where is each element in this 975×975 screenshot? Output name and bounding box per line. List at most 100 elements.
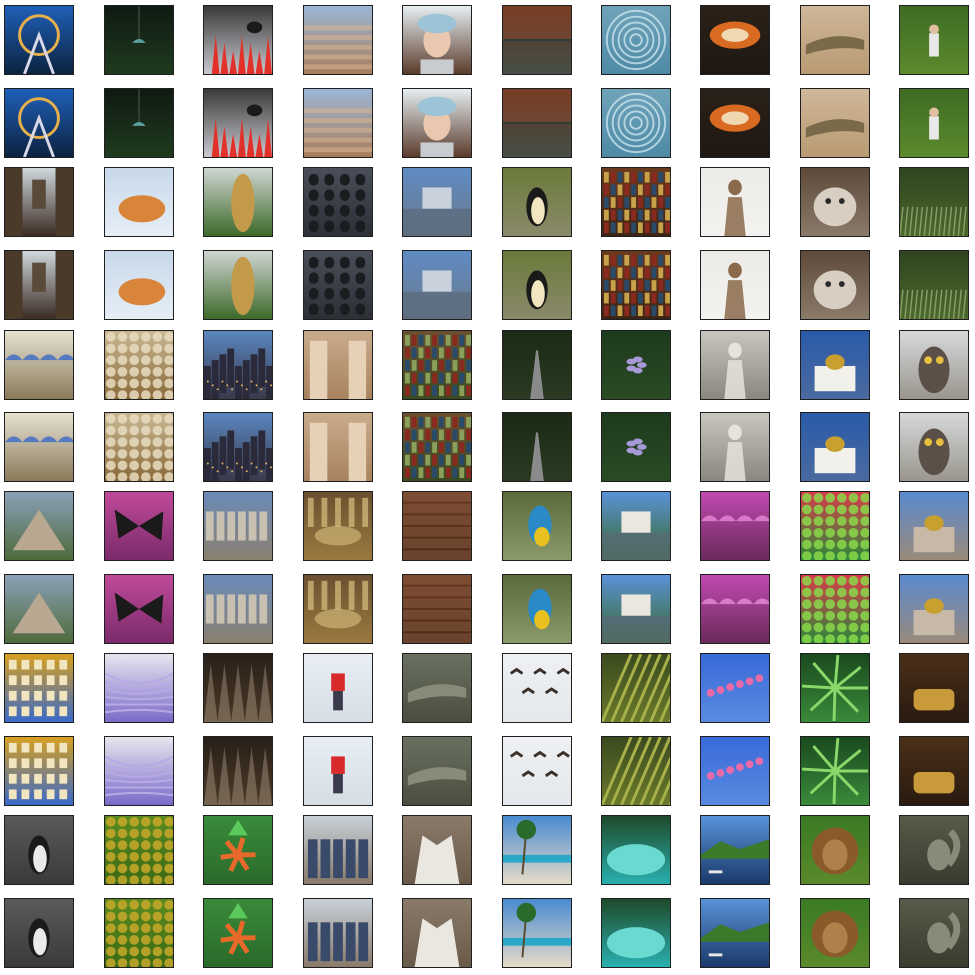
thumbnail-image xyxy=(5,654,73,722)
image-tile-wooden-door-lock-original xyxy=(402,491,472,561)
image-tile-wooden-door-lock-reconstruction xyxy=(402,574,472,644)
thumbnail-image xyxy=(503,492,571,560)
thumbnail-image xyxy=(105,575,173,643)
thumbnail-image xyxy=(503,816,571,884)
image-tile-woman-blue-beanie-reconstruction xyxy=(402,88,472,158)
image-tile-colosseum-interior-reconstruction xyxy=(303,88,373,158)
thumbnail-image xyxy=(5,899,73,967)
image-tile-cathedral-white-original xyxy=(800,330,870,400)
thumbnail-image xyxy=(701,899,769,967)
image-tile-purple-light-tunnel-original xyxy=(104,653,174,723)
image-tile-red-bird-red-flowers-reconstruction xyxy=(203,88,273,158)
thumbnail-image xyxy=(801,899,869,967)
image-tile-crop-field-rows-original xyxy=(601,653,671,723)
thumbnail-image xyxy=(503,6,571,74)
thumbnail-image xyxy=(801,6,869,74)
thumbnail-image xyxy=(403,251,471,319)
image-tile-colorful-building-balconies-reconstruction xyxy=(4,736,74,806)
thumbnail-image xyxy=(701,331,769,399)
image-tile-marble-statues-original xyxy=(700,330,770,400)
thumbnail-image xyxy=(701,575,769,643)
thumbnail-image xyxy=(5,575,73,643)
image-tile-bookshelf-original xyxy=(601,167,671,237)
thumbnail-image xyxy=(503,168,571,236)
thumbnail-image xyxy=(304,654,372,722)
thumbnail-image xyxy=(801,413,869,481)
thumbnail-image xyxy=(5,89,73,157)
image-tile-grumpy-cat-original xyxy=(800,167,870,237)
image-tile-ferris-wheel-night-original xyxy=(4,5,74,75)
thumbnail-image xyxy=(5,251,73,319)
thumbnail-image xyxy=(403,89,471,157)
thumbnail-image xyxy=(403,6,471,74)
image-tile-white-wolf-reconstruction xyxy=(402,898,472,968)
thumbnail-image xyxy=(602,737,670,805)
image-tile-dark-foliage-original xyxy=(203,653,273,723)
thumbnail-image xyxy=(900,492,968,560)
thumbnail-image xyxy=(304,168,372,236)
thumbnail-image xyxy=(5,413,73,481)
image-tile-palm-leaf-reconstruction xyxy=(800,736,870,806)
thumbnail-image xyxy=(602,654,670,722)
thumbnail-image xyxy=(503,654,571,722)
image-tile-neuschwanstein-castle-reconstruction xyxy=(601,574,671,644)
image-tile-red-bird-red-flowers-original xyxy=(203,5,273,75)
image-tile-marble-statues-reconstruction xyxy=(700,412,770,482)
image-tile-crop-field-rows-reconstruction xyxy=(601,736,671,806)
image-tile-autumn-lake-reflection-original xyxy=(502,5,572,75)
thumbnail-image xyxy=(900,89,968,157)
image-tile-succulent-rosette-reconstruction xyxy=(601,88,671,158)
image-tile-cowboys-group-original xyxy=(303,815,373,885)
thumbnail-image xyxy=(503,331,571,399)
thumbnail-image xyxy=(304,331,372,399)
thumbnail-image xyxy=(403,737,471,805)
image-tile-dark-foliage-reconstruction xyxy=(203,736,273,806)
image-tile-iguana-grass-reconstruction xyxy=(899,250,969,320)
image-tile-statue-saint-reconstruction xyxy=(700,250,770,320)
thumbnail-image xyxy=(105,654,173,722)
thumbnail-image xyxy=(801,331,869,399)
image-tile-owl-perched-reconstruction xyxy=(899,412,969,482)
thumbnail-image xyxy=(105,899,173,967)
thumbnail-image xyxy=(801,89,869,157)
thumbnail-image xyxy=(5,816,73,884)
thumbnail-image xyxy=(602,251,670,319)
thumbnail-image xyxy=(204,492,272,560)
thumbnail-image xyxy=(204,899,272,967)
thumbnail-image xyxy=(105,331,173,399)
thumbnail-image xyxy=(204,251,272,319)
image-tile-geese-flying-reconstruction xyxy=(502,736,572,806)
thumbnail-image xyxy=(801,654,869,722)
image-tile-palm-leaf-original xyxy=(800,653,870,723)
thumbnail-image xyxy=(304,89,372,157)
image-tile-colosseum-arches-original xyxy=(303,167,373,237)
image-tile-island-boats-reconstruction xyxy=(700,898,770,968)
image-tile-pastries-plate-original xyxy=(104,330,174,400)
image-tile-hagia-sophia-original xyxy=(899,491,969,561)
image-tile-lion-grass-reconstruction xyxy=(800,898,870,968)
image-tile-vintage-shop-car-reconstruction xyxy=(899,736,969,806)
thumbnail-image xyxy=(403,413,471,481)
thumbnail-image xyxy=(403,899,471,967)
thumbnail-image xyxy=(304,492,372,560)
thumbnail-image xyxy=(602,168,670,236)
image-tile-crocodile-sand-original xyxy=(800,5,870,75)
image-tile-abu-simbel-statues-original xyxy=(303,330,373,400)
image-tile-cowboys-group-reconstruction xyxy=(303,898,373,968)
image-tile-forest-boardwalk-reconstruction xyxy=(502,412,572,482)
thumbnail-image xyxy=(403,816,471,884)
image-tile-skier-red-jacket-original xyxy=(303,653,373,723)
image-tile-macaw-parrot-reconstruction xyxy=(502,574,572,644)
thumbnail-image xyxy=(602,89,670,157)
image-tile-alligators-group-original xyxy=(402,653,472,723)
image-tile-turquoise-lake-reconstruction xyxy=(601,898,671,968)
image-tile-pink-flower-vendor-reconstruction xyxy=(700,574,770,644)
image-tile-colorful-building-balconies-original xyxy=(4,653,74,723)
thumbnail-image xyxy=(105,6,173,74)
image-tile-pink-blossom-branch-original xyxy=(700,653,770,723)
image-tile-hanging-lamp-dark-original xyxy=(104,5,174,75)
thumbnail-image xyxy=(204,816,272,884)
thumbnail-image xyxy=(503,89,571,157)
thumbnail-image xyxy=(105,251,173,319)
